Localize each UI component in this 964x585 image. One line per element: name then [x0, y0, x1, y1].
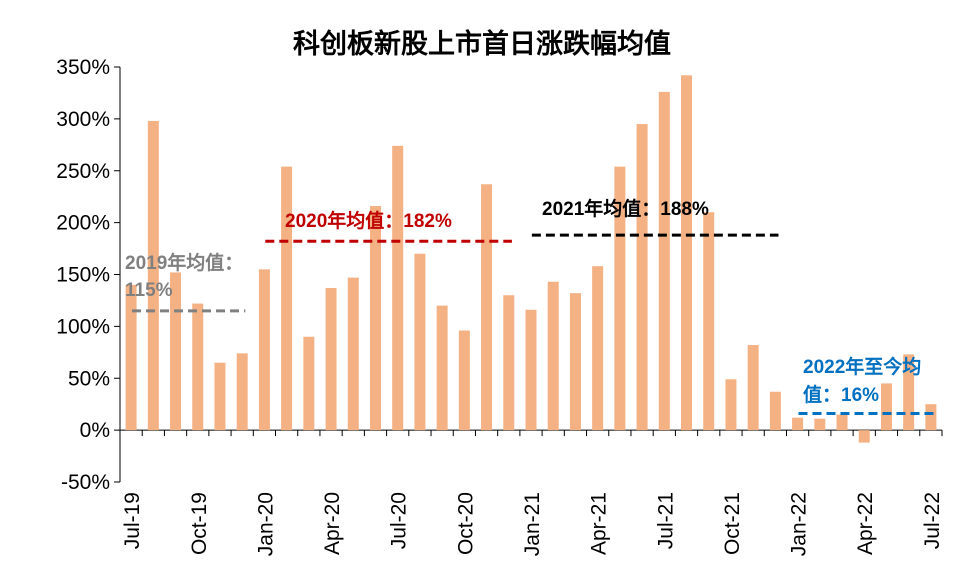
- y-tick-label: 100%: [56, 315, 110, 338]
- bar-Feb-20: [281, 166, 293, 431]
- y-tick-label: 250%: [56, 160, 110, 183]
- bar-Sep-21: [703, 212, 715, 431]
- bar-Dec-20: [503, 295, 515, 431]
- bar-Dec-21: [769, 391, 781, 431]
- bar-Nov-19: [214, 362, 226, 431]
- average-label: 2022年至今均: [803, 355, 921, 378]
- average-label: 115%: [125, 280, 173, 301]
- x-tick-label: Apr-20: [321, 492, 344, 555]
- bar-Jul-19: [125, 284, 137, 431]
- bar-Nov-20: [481, 184, 493, 431]
- bar-Jun-22: [903, 354, 915, 431]
- x-tick-label: Oct-19: [188, 492, 211, 555]
- average-label: 值：16%: [803, 383, 879, 406]
- average-label: 2020年均值：182%: [285, 209, 452, 232]
- bar-Sep-19: [170, 272, 182, 431]
- bar-May-22: [880, 383, 892, 431]
- bar-Mar-22: [836, 414, 848, 431]
- bar-Jul-20: [392, 145, 404, 431]
- x-tick-label: Jan-21: [521, 492, 544, 556]
- y-tick-label: 350%: [56, 56, 110, 79]
- bar-Jan-21: [525, 309, 537, 431]
- x-tick-label: Jul-20: [388, 492, 411, 549]
- x-tick-label: Oct-20: [454, 492, 477, 555]
- bar-Jun-21: [636, 124, 648, 431]
- chart-title: 科创板新股上市首日涨跌幅均值: [293, 29, 671, 60]
- bar-Feb-21: [547, 281, 559, 431]
- y-tick-label: 200%: [56, 212, 110, 235]
- bar-Jan-20: [258, 269, 270, 431]
- bar-Jan-22: [792, 417, 804, 431]
- y-tick-label: 0%: [80, 419, 110, 442]
- x-tick-label: Jul-19: [121, 492, 144, 549]
- x-tick-label: Apr-21: [588, 492, 611, 555]
- y-tick-label: 150%: [56, 264, 110, 287]
- bar-Aug-21: [681, 75, 693, 431]
- bar-Oct-21: [725, 379, 737, 431]
- y-tick-label: 300%: [56, 108, 110, 131]
- x-tick-label: Jul-21: [654, 492, 677, 549]
- bar-Apr-20: [325, 287, 337, 431]
- bar-Feb-22: [814, 418, 826, 431]
- bar-Aug-20: [414, 253, 426, 431]
- x-tick-label: Apr-22: [854, 492, 877, 555]
- bar-Jul-21: [658, 91, 670, 431]
- average-label: 2019年均值：: [125, 251, 243, 274]
- y-tick-label: 50%: [68, 367, 110, 390]
- average-label: 2021年均值：188%: [542, 197, 709, 220]
- bar-Nov-21: [747, 345, 759, 431]
- bar-Jun-20: [369, 206, 381, 431]
- bar-Jul-22: [925, 404, 937, 431]
- bar-Oct-20: [458, 330, 470, 431]
- x-tick-label: Jan-20: [254, 492, 277, 556]
- x-tick-label: Oct-21: [721, 492, 744, 555]
- bar-Mar-20: [303, 336, 315, 431]
- bar-Apr-21: [592, 266, 604, 431]
- bar-Mar-21: [569, 293, 581, 431]
- y-tick-label: -50%: [61, 471, 110, 494]
- bar-Sep-20: [436, 305, 448, 431]
- bar-Aug-19: [147, 120, 159, 431]
- bar-Oct-19: [192, 303, 204, 431]
- bar-Apr-22: [858, 430, 870, 443]
- bar-Dec-19: [236, 353, 248, 431]
- bar-May-21: [614, 166, 626, 431]
- x-tick-label: Jul-22: [921, 492, 944, 549]
- bar-May-20: [347, 277, 359, 431]
- x-tick-label: Jan-22: [788, 492, 811, 556]
